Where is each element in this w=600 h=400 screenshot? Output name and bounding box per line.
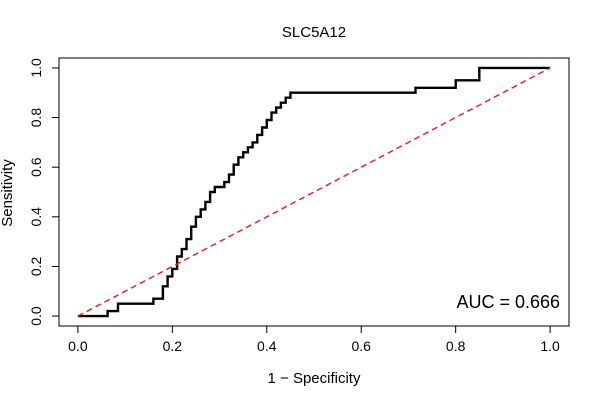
- x-tick-label: 0.6: [351, 338, 371, 354]
- x-tick-label: 0.8: [446, 338, 466, 354]
- x-tick-label: 0.4: [257, 338, 277, 354]
- x-tick-label: 0.2: [163, 338, 183, 354]
- y-tick-label: 0.6: [28, 157, 44, 177]
- x-tick-label: 0.0: [68, 338, 88, 354]
- y-axis-label: Sensitivity: [0, 159, 16, 227]
- y-tick-label: 0.8: [28, 108, 44, 128]
- y-tick-label: 0.4: [28, 207, 44, 227]
- y-tick-label: 0.0: [28, 306, 44, 326]
- chart-title: SLC5A12: [282, 24, 346, 41]
- roc-curve-line: [77, 66, 551, 318]
- y-tick-label: 1.0: [28, 58, 44, 78]
- plot-frame: [58, 57, 570, 327]
- reference-diagonal-line: [77, 67, 551, 317]
- y-tick-label: 0.2: [28, 257, 44, 277]
- x-tick-label: 1.0: [540, 338, 560, 354]
- auc-annotation: AUC = 0.666: [456, 292, 560, 312]
- x-axis-label: 1 − Specificity: [268, 370, 361, 387]
